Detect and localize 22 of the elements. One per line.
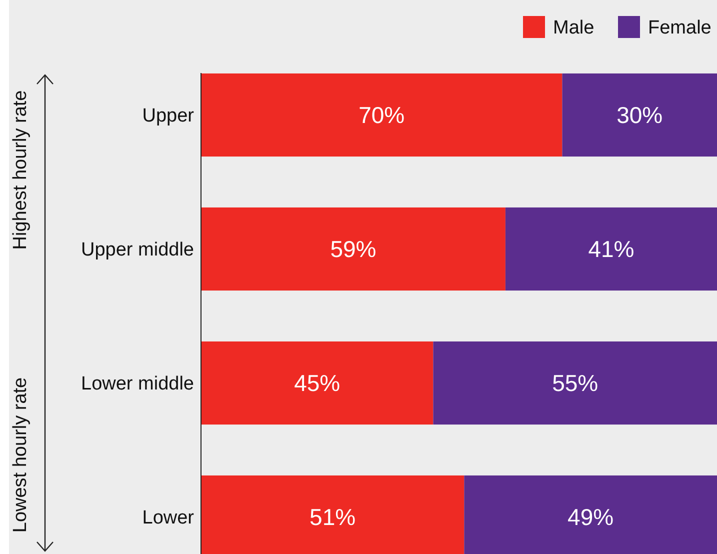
bar xyxy=(201,341,434,425)
bar xyxy=(201,73,562,157)
bar xyxy=(201,207,506,291)
data-label: 49% xyxy=(568,504,614,530)
data-label: 55% xyxy=(552,370,598,396)
bar xyxy=(562,73,717,157)
data-label: 45% xyxy=(294,370,340,396)
y-tick-label: Lower xyxy=(142,508,195,529)
data-label: 41% xyxy=(588,236,634,262)
bar xyxy=(505,207,717,291)
y-tick-label: Lower middle xyxy=(81,374,194,395)
text: Highest hourly rate xyxy=(10,90,31,250)
data-label: 59% xyxy=(330,236,376,262)
legend-label: Male xyxy=(553,18,594,39)
data-label: 70% xyxy=(358,102,405,128)
data-label: 30% xyxy=(616,102,663,128)
y-tick-label: Upper middle xyxy=(81,240,194,261)
bar xyxy=(433,341,717,425)
y-tick-label: Upper xyxy=(142,106,195,127)
data-label: 51% xyxy=(310,504,356,530)
text: Lowest hourly rate xyxy=(10,377,31,533)
legend-label: Female xyxy=(648,18,712,39)
